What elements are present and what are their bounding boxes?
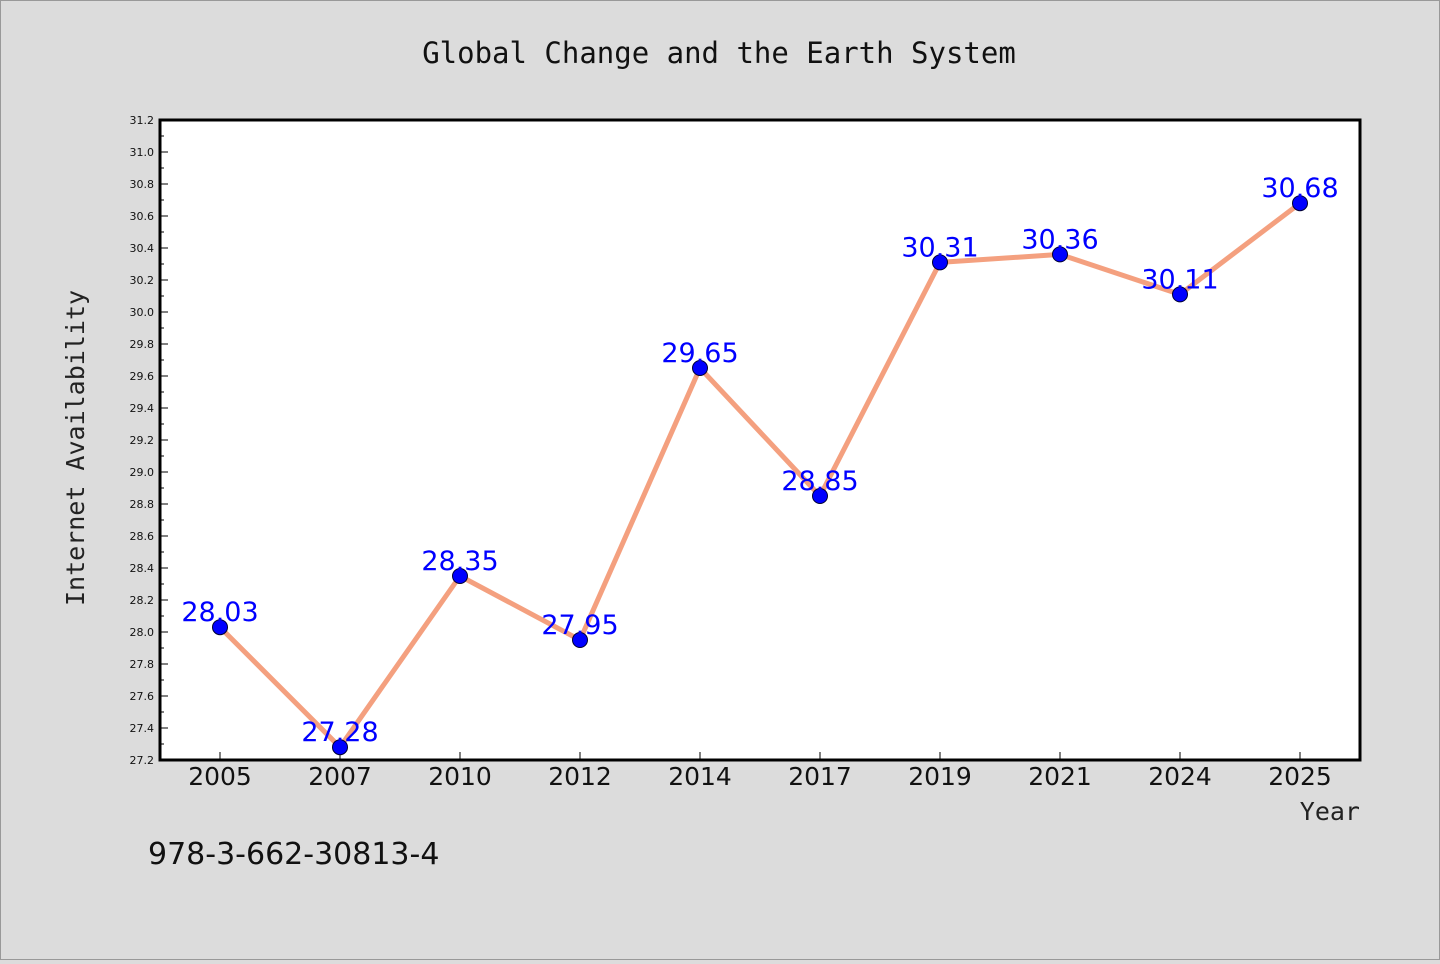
y-axis-label: Internet Availability [61, 290, 90, 606]
data-point [692, 360, 708, 376]
y-tick-label: 30.4 [130, 242, 155, 255]
y-tick-label: 27.2 [130, 754, 155, 767]
isbn-annotation: 978-3-662-30813-4 [148, 837, 439, 872]
y-tick-label: 29.0 [130, 466, 155, 479]
x-tick-label: 2017 [788, 762, 852, 791]
data-point [1292, 195, 1308, 212]
data-label: 27.95 [541, 610, 618, 641]
x-tick-label: 2024 [1148, 762, 1212, 791]
y-tick-label: 30.2 [130, 274, 155, 287]
x-tick-label: 2014 [668, 762, 732, 791]
y-tick-label: 27.8 [130, 658, 155, 671]
x-axis-ticks: 2005 2007 2010 2012 2014 2017 2019 2021 2024 2025 [188, 752, 1332, 791]
y-tick-label: 29.4 [130, 402, 155, 415]
y-tick-label: 30.0 [130, 306, 155, 319]
y-tick-label: 27.6 [130, 690, 155, 703]
x-tick-label: 2019 [908, 762, 972, 791]
data-label: 30.11 [1141, 264, 1218, 295]
x-tick-label: 2012 [548, 762, 612, 791]
x-tick-label: 2005 [188, 762, 252, 791]
x-tick-label: 2010 [428, 762, 492, 791]
y-tick-label: 28.2 [130, 594, 155, 607]
data-point [932, 254, 948, 271]
y-tick-label: 31.2 [130, 114, 155, 127]
series-markers [212, 195, 1308, 756]
data-label: 29.65 [661, 338, 738, 369]
y-tick-label: 30.6 [130, 210, 155, 223]
y-tick-label: 28.6 [130, 530, 155, 543]
plot-area [160, 120, 1360, 760]
x-tick-label: 2025 [1268, 762, 1332, 791]
y-tick-label: 29.2 [130, 434, 155, 447]
series-line-group [217, 200, 1303, 750]
data-label: 30.31 [901, 232, 978, 263]
y-tick-label: 28.0 [130, 626, 155, 639]
y-tick-label: 29.8 [130, 338, 155, 351]
data-label: 30.68 [1261, 173, 1338, 204]
y-tick-label: 30.8 [130, 178, 155, 191]
y-tick-label: 28.8 [130, 498, 155, 511]
data-point [1172, 286, 1188, 303]
data-point [1052, 246, 1068, 263]
y-tick-label: 27.4 [130, 722, 155, 735]
data-label: 27.28 [301, 717, 378, 748]
data-point [572, 632, 588, 648]
series-line [217, 200, 1303, 750]
data-labels: 28.03 27.28 28.35 27.95 29.65 28.85 30.31 30.36… [181, 173, 1338, 748]
data-point [452, 568, 468, 584]
data-point [212, 619, 228, 636]
x-axis-label: Year [1300, 797, 1360, 826]
data-label: 28.03 [181, 597, 258, 628]
data-point [332, 739, 348, 756]
data-label: 30.36 [1021, 224, 1098, 255]
y-tick-label: 29.6 [130, 370, 155, 383]
x-tick-label: 2021 [1028, 762, 1092, 791]
y-tick-label: 31.0 [130, 146, 155, 159]
chart-title: Global Change and the Earth System [422, 36, 1016, 70]
x-tick-label: 2007 [308, 762, 372, 791]
data-label: 28.85 [781, 466, 858, 497]
data-point [812, 488, 828, 504]
y-tick-label: 28.4 [130, 562, 155, 575]
data-label: 28.35 [421, 546, 498, 577]
plot-frame [158, 118, 1362, 762]
